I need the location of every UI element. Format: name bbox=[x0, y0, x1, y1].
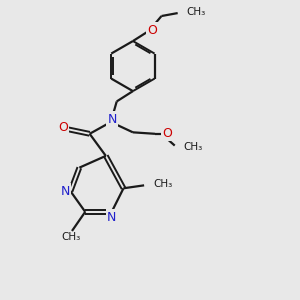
Text: CH₃: CH₃ bbox=[186, 7, 205, 16]
Text: O: O bbox=[58, 122, 68, 134]
Text: CH₃: CH₃ bbox=[154, 179, 173, 189]
Text: N: N bbox=[61, 185, 70, 198]
Text: N: N bbox=[108, 112, 117, 126]
Text: CH₃: CH₃ bbox=[62, 232, 81, 242]
Text: CH₃: CH₃ bbox=[183, 142, 202, 152]
Text: O: O bbox=[148, 24, 158, 37]
Text: N: N bbox=[107, 211, 116, 224]
Text: O: O bbox=[162, 127, 172, 140]
